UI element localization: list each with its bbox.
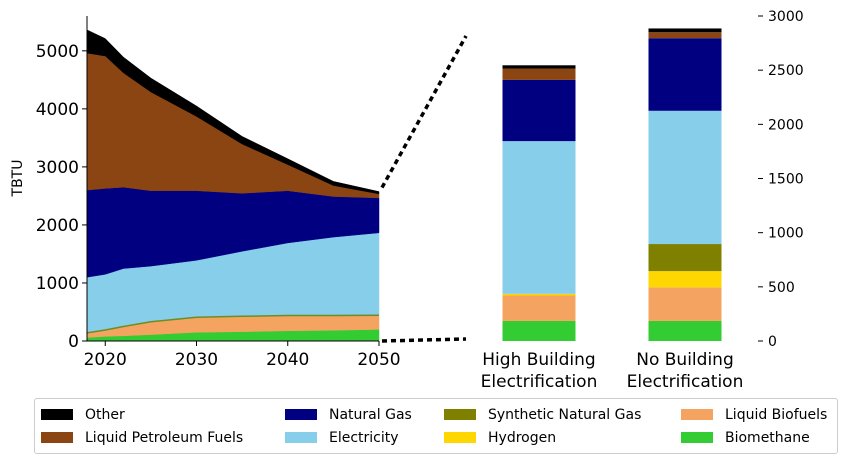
bar-y-tick-label: 500: [768, 280, 795, 296]
area-axes: 0 1000 2000 3000 4000 5000 2020 2030 2040 2050 TBT…: [10, 16, 401, 370]
bar-high-building-electrification-liquid-biofuels: [502, 295, 576, 321]
bar-high-building-electrification-natural-gas: [502, 79, 576, 142]
area-y-tick-label: 0: [68, 332, 79, 352]
legend-label-hydrogen: Hydrogen: [488, 430, 557, 446]
bar-high-building-electrification-hydrogen: [502, 293, 576, 296]
area-y-tick-label: 2000: [36, 216, 79, 236]
legend-swatch-liquid-biofuels: [681, 409, 713, 420]
legend-swatch-hydrogen: [444, 432, 476, 443]
connector-lines: [380, 35, 468, 343]
area-y-tick-label: 1000: [36, 274, 79, 294]
bar-category-label: High Building: [482, 350, 595, 370]
legend-swatch-natural-gas: [285, 409, 317, 420]
legend-swatch-biomethane: [681, 432, 713, 443]
legend-label-natural-gas: Natural Gas: [329, 407, 412, 423]
area-x-tick-label: 2040: [266, 350, 309, 370]
bar-no-building-electrification-electricity: [648, 110, 722, 245]
area-y-tick-label: 3000: [36, 158, 79, 178]
bar-high-building-electrification-biomethane: [502, 320, 576, 341]
bar-category-label: Electrification: [627, 372, 744, 392]
bar-no-building-electrification-biomethane: [648, 320, 722, 341]
bar-y-tick-label: 3000: [768, 9, 804, 25]
area-y-tick-label: 5000: [36, 42, 79, 62]
bar-no-building-electrification-natural-gas: [648, 38, 722, 111]
bar-high-building-electrification-electricity: [502, 141, 576, 294]
bar-high-building-electrification-other: [502, 65, 576, 69]
bar-no-building-electrification-liquid-biofuels: [648, 287, 722, 321]
connector-lower: [381, 337, 467, 343]
legend-swatch-electricity: [285, 432, 317, 443]
legend-swatch-synthetic-natural-gas: [444, 409, 476, 420]
area-y-axis-label: TBTU: [10, 160, 26, 198]
area-biofuels-edge: [86, 314, 380, 334]
bar-high-building-electrification-liquid-petroleum-fuels: [502, 68, 576, 80]
area-x-tick-label: 2030: [175, 350, 218, 370]
bar-category-label: No Building: [636, 350, 733, 370]
area-y-tick-label: 4000: [36, 100, 79, 120]
legend-swatch-liquid-petroleum-fuels: [41, 432, 73, 443]
legend-label-liquid-petroleum-fuels: Liquid Petroleum Fuels: [85, 430, 244, 446]
legend-label-liquid-biofuels: Liquid Biofuels: [725, 407, 828, 423]
legend-swatch-other: [41, 409, 73, 420]
legend-label-electricity: Electricity: [329, 430, 399, 446]
bar-y-tick-label: 2000: [768, 117, 804, 133]
bar-no-building-electrification-synthetic-natural-gas: [648, 244, 722, 272]
area-x-tick-label: 2020: [84, 350, 127, 370]
bar-no-building-electrification-hydrogen: [648, 271, 722, 288]
legend-label-other: Other: [85, 407, 125, 423]
area-plot: [86, 29, 380, 342]
legend-label-synthetic-natural-gas: Synthetic Natural Gas: [488, 407, 642, 423]
bar-plot: [502, 28, 722, 341]
bar-no-building-electrification-other: [648, 28, 722, 33]
bar-no-building-electrification-liquid-petroleum-fuels: [648, 32, 722, 39]
area-x-tick-label: 2050: [357, 350, 400, 370]
bar-category-label: Electrification: [481, 372, 598, 392]
bar-y-tick-label: 1500: [768, 172, 804, 188]
bar-y-tick-label: 1000: [768, 226, 804, 242]
bar-y-tick-label: 2500: [768, 63, 804, 79]
connector-upper: [380, 35, 468, 189]
legend: Other Liquid Petroleum Fuels Natural Gas…: [34, 398, 838, 454]
bar-y-tick-label: 0: [768, 334, 777, 350]
legend-label-biomethane: Biomethane: [725, 430, 810, 446]
area-other: [86, 29, 380, 195]
